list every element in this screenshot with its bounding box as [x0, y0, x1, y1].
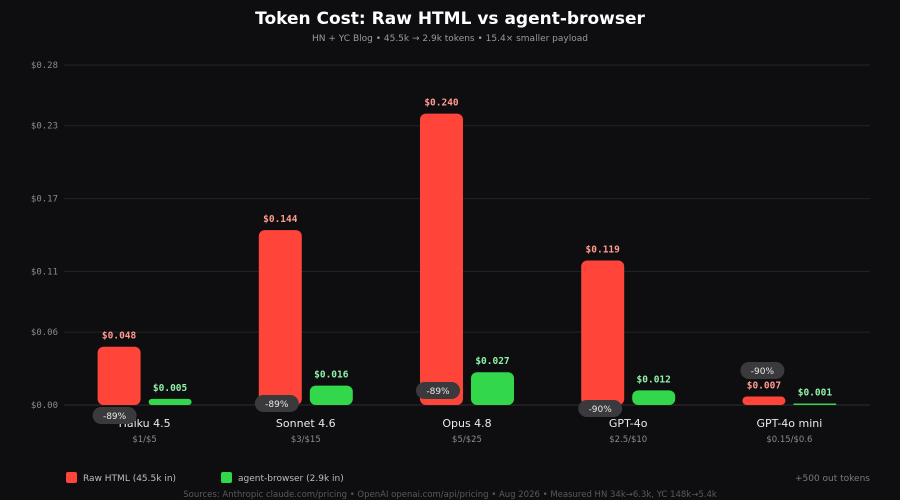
data-label-agent-browser-haiku-4-5: $0.005: [153, 383, 188, 394]
reduction-badge: -89%: [92, 407, 137, 424]
y-tick-label: $0.23: [31, 122, 58, 132]
y-axis-ticks: $0.00 $0.06 $0.11 $0.17 $0.23 $0.28: [31, 61, 58, 411]
y-tick-label: $0.00: [31, 401, 58, 411]
reduction-badge-text: -90%: [751, 367, 775, 377]
reduction-badge-bg: [578, 400, 623, 417]
bar-raw-html-gpt-4o: [581, 260, 625, 405]
data-labels: $0.048 $0.005 $0.144 $0.016 $0.240 $0.027 $0.1…: [102, 98, 832, 399]
x-category-label: GPT-4o mini: [756, 417, 822, 430]
bar-raw-html-gpt-4o-mini: [742, 396, 786, 405]
data-label-agent-browser-gpt-4o-mini: $0.001: [798, 388, 833, 399]
bar-raw-html-opus-4-8: [420, 113, 463, 406]
data-label-raw-html-opus-4-8: $0.240: [424, 98, 459, 109]
bar-agent-browser-gpt-4o: [632, 390, 676, 405]
reduction-badge-bg: [740, 362, 785, 379]
y-tick-label: $0.11: [31, 267, 58, 277]
bar-raw-html-haiku-4-5: [97, 346, 141, 405]
chart-title: Token Cost: Raw HTML vs agent-browser: [255, 9, 645, 29]
x-category-price: $5/$25: [452, 435, 482, 445]
reduction-badge-text: -89%: [265, 400, 289, 410]
x-category-price: $1/$5: [132, 435, 157, 445]
chart-subtitle: HN + YC Blog • 45.5k → 2.9k tokens • 15.…: [312, 34, 588, 44]
x-category-label: GPT-4o: [609, 417, 648, 430]
x-category-price: $3/$15: [291, 435, 321, 445]
data-label-agent-browser-sonnet-4-6: $0.016: [314, 370, 349, 381]
legend-swatch-agent-browser: [221, 472, 232, 483]
reduction-badge-text: -89%: [103, 412, 127, 422]
reduction-badge: -90%: [740, 362, 785, 379]
reduction-badge-bg: [254, 395, 299, 412]
sources-footnote: Sources: Anthropic claude.com/pricing • …: [183, 490, 717, 500]
reduction-badge-text: -89%: [426, 387, 450, 397]
bars: [97, 113, 837, 406]
reduction-badge: -89%: [254, 395, 299, 412]
output-tokens-note: +500 out tokens: [795, 474, 870, 484]
data-label-raw-html-haiku-4-5: $0.048: [102, 331, 137, 342]
data-label-agent-browser-gpt-4o: $0.012: [637, 374, 671, 385]
bar-agent-browser-sonnet-4-6: [309, 385, 353, 405]
bar-agent-browser-gpt-4o-mini: [793, 403, 837, 405]
reduction-badge: -89%: [416, 382, 460, 399]
grid-lines: [64, 64, 870, 406]
reduction-badge-bg: [416, 382, 460, 399]
reduction-badge-bg: [92, 407, 137, 424]
x-category-price: $0.15/$0.6: [766, 435, 812, 445]
reduction-badge-text: -90%: [589, 405, 613, 415]
y-tick-label: $0.06: [31, 328, 58, 338]
reduction-badge: -90%: [578, 400, 623, 417]
bar-raw-html-sonnet-4-6: [258, 230, 302, 405]
legend-swatch-raw-html: [66, 472, 77, 483]
data-label-raw-html-gpt-4o-mini: $0.007: [747, 381, 781, 392]
x-category-price: $2.5/$10: [609, 435, 647, 445]
reduction-badges: -89% -89% -89% -90% -90%: [92, 362, 785, 424]
y-tick-label: $0.28: [31, 61, 58, 71]
bar-agent-browser-haiku-4-5: [148, 398, 192, 405]
legend: Raw HTML (45.5k in) agent-browser (2.9k …: [66, 472, 344, 484]
data-label-raw-html-sonnet-4-6: $0.144: [263, 214, 298, 225]
bar-agent-browser-opus-4-8: [471, 372, 514, 405]
legend-label-agent-browser: agent-browser (2.9k in): [238, 474, 344, 484]
data-label-agent-browser-opus-4-8: $0.027: [475, 356, 509, 367]
legend-label-raw-html: Raw HTML (45.5k in): [83, 474, 176, 484]
x-category-label: Sonnet 4.6: [276, 417, 336, 430]
data-label-raw-html-gpt-4o: $0.119: [586, 245, 621, 256]
x-category-label: Opus 4.8: [442, 417, 491, 430]
y-tick-label: $0.17: [31, 195, 58, 205]
